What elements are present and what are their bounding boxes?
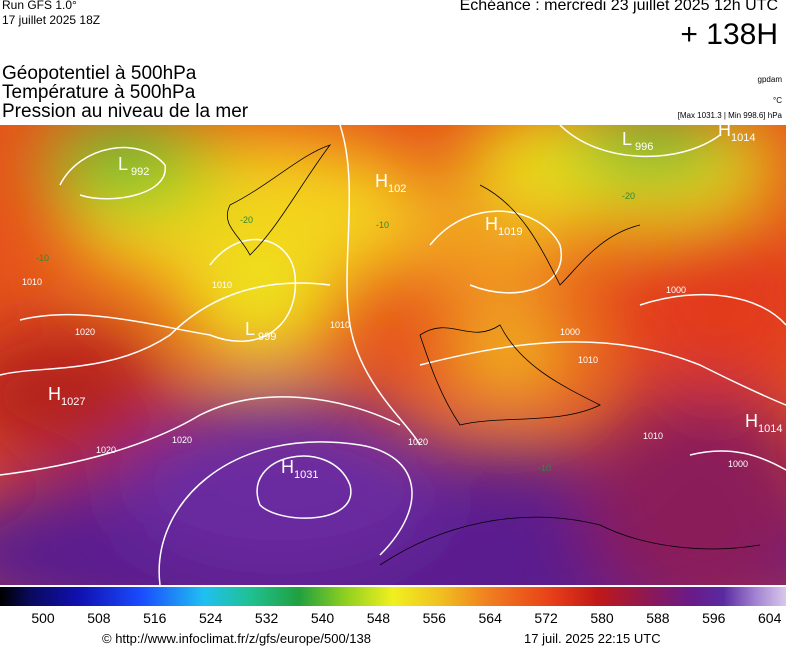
temperature-label: -10 [36,253,49,263]
unit: °C [773,96,782,105]
colorbar-label: 524 [199,610,223,626]
colorbar-label: 540 [310,610,335,626]
isobar-label: 1020 [172,435,192,445]
center-letter: H [745,411,758,431]
temperature-label: -10 [376,220,389,230]
center-letter: H [718,125,731,140]
center-letter: H [375,171,388,191]
isobar-label: 1010 [22,277,42,287]
lead-time: + 138H [680,18,778,51]
isobar-label: 1000 [666,285,686,295]
center-letter: H [281,457,294,477]
center-letter: H [48,384,61,404]
isobar-label: 1010 [578,355,598,365]
isobar-label: 1020 [408,437,428,447]
colorbar-label: 548 [366,610,391,626]
run: Run GFS 1.0° [2,0,77,12]
center-letter: L [245,319,255,339]
timestamp: 17 juil. 2025 22:15 UTC [524,631,661,646]
center-value: 1027 [61,396,85,408]
center-value: 992 [131,166,149,178]
unit: [Max 1031.3 | Min 998.6] hPa [677,111,782,120]
temperature-label: -20 [240,215,253,225]
colorbar-label: 516 [143,610,167,626]
temperature-label: -10 [538,463,551,473]
center-value: 102 [388,183,406,195]
center-value: 1019 [498,226,522,238]
isobar-label: 1020 [75,327,95,337]
center-letter: L [118,154,128,174]
colorbar-label: 564 [478,610,502,626]
colorbar-label: 500 [31,610,55,626]
colorbar-label: 572 [534,610,558,626]
isobar-label: 1010 [212,280,232,290]
center-value: 1014 [731,132,755,144]
isobar-label: 1020 [96,445,116,455]
center-letter: L [622,129,632,149]
isobar-label: 1000 [728,459,748,469]
unit: gpdam [757,75,782,84]
forecast: Echéance : mercredi 23 juillet 2025 12h … [459,0,778,14]
temperature-label: -20 [622,191,635,201]
colorbar-label: 580 [590,610,614,626]
center-value: 996 [635,141,653,153]
colorbar-label: 508 [87,610,111,626]
colorbar-label: 596 [702,610,726,626]
center-value: 1014 [758,423,782,435]
center-letter: H [485,214,498,234]
isobar-label: 1010 [643,431,663,441]
isobar-label: 1010 [330,320,350,330]
field-shading [0,125,786,585]
colorbar-label: 532 [254,610,279,626]
colorbar [0,587,786,606]
run-date: 17 juillet 2025 18Z [2,13,101,27]
isobar-label: 1000 [560,327,580,337]
colorbar-label: 604 [758,610,782,626]
field: Température à 500hPa [2,82,196,103]
colorbar-label: 588 [646,610,670,626]
center-value: 1031 [294,469,318,481]
center-value: 999 [258,331,276,343]
field: Pression au niveau de la mer [2,101,249,122]
field: Géopotentiel à 500hPa [2,63,197,84]
source: © http://www.infoclimat.fr/z/gfs/europe/… [102,631,371,646]
colorbar-label: 556 [422,610,446,626]
